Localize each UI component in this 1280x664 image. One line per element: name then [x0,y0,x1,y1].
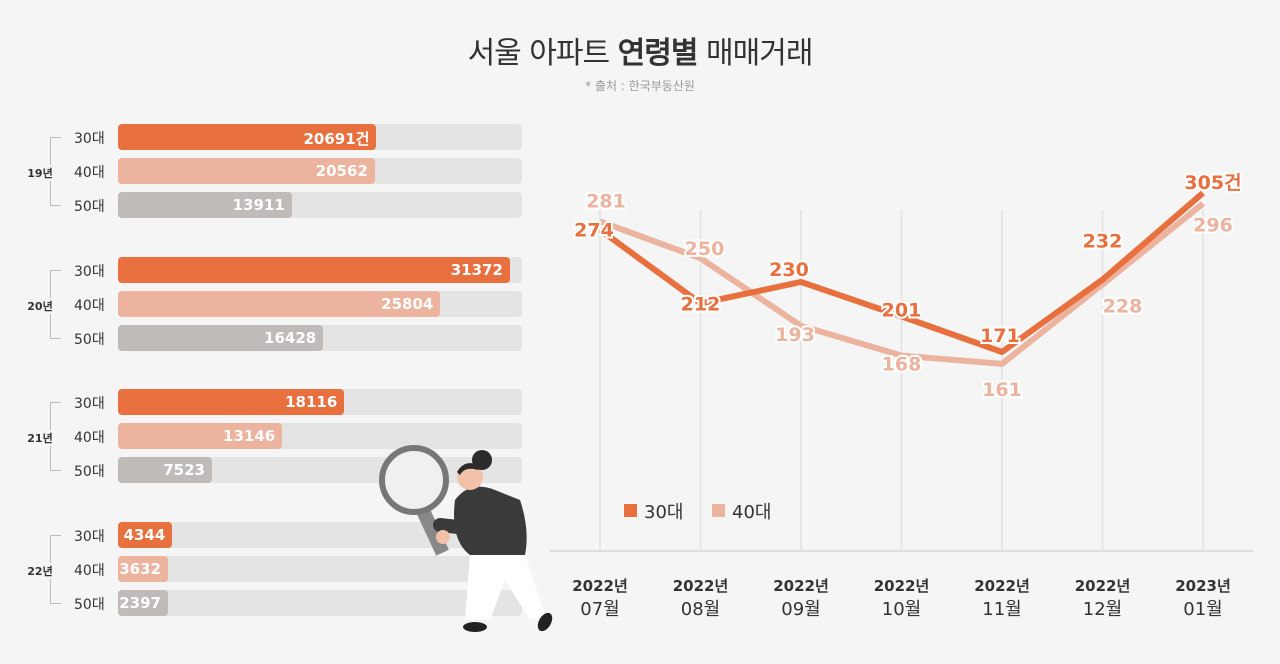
bar-track: 3632 [118,556,522,582]
x-tick-month: 12월 [1083,599,1122,620]
data-label: 296 [1193,215,1233,237]
x-tick-month: 10월 [882,599,921,620]
x-tick-year: 2022년 [1075,577,1131,595]
year-label: 19년 [22,165,58,181]
age-label: 40대 [74,165,105,181]
series-line-30대 [598,190,1205,355]
legend-label: 40대 [732,502,771,523]
x-tick-year: 2022년 [673,577,729,595]
bar-value-label: 25804 [381,295,434,313]
bar-value-label: 18116 [285,393,338,411]
bar: 20691건 [118,124,377,150]
data-label: 305건 [1184,172,1241,194]
data-label: 250 [685,238,725,260]
year-label: 21년 [22,430,58,446]
age-label: 40대 [74,430,105,446]
x-tick-month: 11월 [982,599,1021,620]
bar: 13146 [118,423,283,449]
bar: 2397 [118,590,168,616]
bar-track: 13911 [118,192,522,218]
data-label: 212 [681,293,721,315]
x-tick-month: 09월 [781,599,820,620]
bar-value-label: 2397 [119,594,161,612]
bar-track: 20691건 [118,124,522,150]
x-tick-month: 07월 [580,599,619,620]
age-label: 40대 [74,298,105,314]
x-tick-year: 2023년 [1175,577,1231,595]
x-tick-month: 01월 [1183,599,1222,620]
x-tick-year: 2022년 [572,577,628,595]
data-label: 193 [775,324,815,346]
year-label: 22년 [22,563,58,579]
bar-value-label: 13911 [232,196,285,214]
data-label: 201 [882,299,922,321]
bar-track: 2397 [118,590,522,616]
age-label: 30대 [74,396,105,412]
data-label: 281 [586,190,626,212]
data-label: 232 [1083,231,1123,253]
age-label: 30대 [74,529,105,545]
bar-value-label: 4344 [123,526,166,544]
age-label: 40대 [74,563,105,579]
data-label: 161 [982,379,1022,401]
bar: 20562 [118,158,375,184]
age-label: 50대 [74,199,105,215]
bar: 18116 [118,389,345,415]
age-label: 50대 [74,332,105,348]
bar: 13911 [118,192,292,218]
legend-swatch [624,504,637,517]
title-part: 매매거래 [706,36,813,71]
bar: 31372 [118,257,510,283]
bar-track: 31372 [118,257,522,283]
bar-value-label: 16428 [264,329,317,347]
data-label: 171 [980,325,1020,347]
x-tick-year: 2022년 [773,577,829,595]
year-label: 20년 [22,298,58,314]
bar: 4344 [118,522,173,548]
data-label: 168 [882,354,922,376]
bar: 3632 [118,556,168,582]
age-label: 30대 [74,264,105,280]
bar-track: 18116 [118,389,522,415]
legend-swatch [712,504,725,517]
bar-track: 20562 [118,158,522,184]
age-label: 50대 [74,597,105,613]
bar: 16428 [118,325,324,351]
bar-value-label: 31372 [450,261,503,279]
bar: 25804 [118,291,441,317]
x-tick-year: 2022년 [974,577,1030,595]
series-line-40대 [598,201,1205,367]
legend-label: 30대 [644,502,683,523]
data-label: 274 [574,220,614,242]
bar-value-label: 3632 [119,560,161,578]
title-part: 서울 아파트 [467,36,611,71]
data-label: 228 [1103,295,1143,317]
bar-track: 16428 [118,325,522,351]
age-label: 30대 [74,131,105,147]
source-note: * 출처 : 한국부동산원 [585,79,695,93]
age-label: 50대 [74,464,105,480]
bar-value-label: 20691건 [303,130,370,148]
page-title: 서울 아파트 연령별 매매거래 [0,28,1280,72]
bar-track: 25804 [118,291,522,317]
x-tick-month: 08월 [681,599,720,620]
bar-value-label: 13146 [223,427,276,445]
bar-value-label: 20562 [315,162,368,180]
data-label: 230 [769,259,809,281]
title-bold: 연령별 [617,36,699,71]
bar-track: 13146 [118,423,522,449]
bar-track: 7523 [118,457,522,483]
x-tick-year: 2022년 [874,577,930,595]
bar: 7523 [118,457,212,483]
bar-value-label: 7523 [163,461,205,479]
